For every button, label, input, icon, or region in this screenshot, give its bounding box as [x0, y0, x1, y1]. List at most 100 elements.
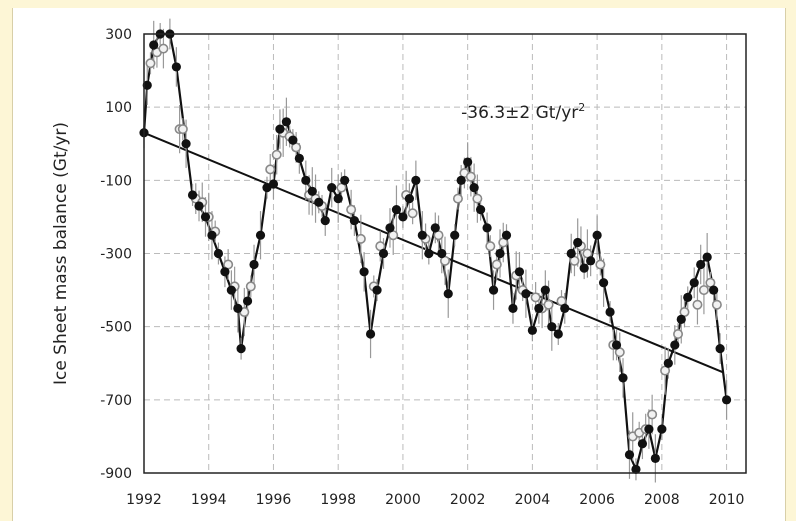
- data-point-filled: [676, 314, 686, 324]
- trend-annotation-main: -36.3±2 Gt/yr: [461, 103, 578, 123]
- data-point-filled: [683, 292, 693, 302]
- data-point-open: [407, 208, 418, 219]
- data-point-filled: [637, 439, 648, 449]
- data-point-filled: [200, 212, 211, 222]
- data-point-filled: [142, 80, 152, 90]
- x-tick-label: 2010: [709, 492, 745, 508]
- data-point-filled: [187, 190, 198, 200]
- data-point-filled: [605, 307, 615, 317]
- data-point-filled: [573, 237, 583, 248]
- data-point-filled: [226, 285, 236, 295]
- x-tick-labels: 1992 1994 1996 1998 2000 2002 2004 2006 2008 2010: [126, 492, 744, 508]
- data-point-filled: [456, 175, 466, 185]
- data-point-filled: [663, 358, 673, 368]
- y-tick-label: -500: [100, 320, 132, 336]
- y-tick-label: 300: [105, 27, 132, 43]
- data-point-filled: [255, 230, 266, 240]
- data-point-filled: [365, 329, 376, 339]
- data-point-filled: [404, 194, 414, 204]
- data-point-filled: [268, 179, 279, 189]
- data-point-filled: [598, 278, 609, 288]
- data-point-filled: [242, 296, 253, 306]
- data-point-filled: [437, 248, 447, 259]
- data-point-filled: [696, 259, 706, 270]
- data-point-filled: [579, 263, 589, 273]
- trend-line-group: [143, 131, 724, 374]
- data-point-open: [472, 193, 483, 204]
- data-point-filled: [213, 248, 224, 259]
- data-point-filled: [631, 464, 641, 474]
- data-point-filled: [359, 267, 369, 277]
- data-point-filled: [450, 230, 460, 240]
- trend-line: [143, 131, 724, 374]
- trend-annotation-exponent: 2: [578, 101, 585, 114]
- data-point-filled: [398, 212, 408, 222]
- data-point-filled: [307, 186, 317, 196]
- data-point-filled: [624, 450, 635, 460]
- data-point-open: [711, 299, 722, 310]
- data-point-filled: [301, 175, 311, 185]
- data-point-filled: [220, 267, 230, 277]
- grid-lines: [144, 34, 746, 473]
- data-point-filled: [618, 373, 628, 383]
- data-point-filled: [430, 223, 440, 233]
- y-axis-label: Ice Sheet mass balance (Gt/yr): [51, 122, 71, 385]
- data-point-open: [698, 285, 709, 296]
- data-point-filled: [378, 248, 389, 259]
- series-line: [142, 32, 728, 473]
- plot-border: [143, 33, 747, 474]
- data-point-filled: [194, 201, 204, 211]
- data-point-filled: [424, 248, 434, 259]
- y-tick-label: -700: [100, 393, 132, 409]
- data-point-open: [530, 292, 541, 303]
- data-point-filled: [488, 285, 499, 295]
- data-point-filled: [540, 285, 550, 295]
- data-point-filled: [689, 278, 699, 288]
- data-point-filled: [207, 230, 217, 240]
- data-point-open: [158, 43, 169, 54]
- data-point-filled: [149, 40, 159, 50]
- data-point-filled: [527, 325, 537, 335]
- data-point-filled: [294, 153, 304, 163]
- data-point-filled: [553, 329, 563, 339]
- data-point-open: [346, 204, 357, 215]
- data-point-filled: [501, 230, 512, 240]
- x-tick-label: 1992: [126, 492, 162, 508]
- x-tick-label: 2004: [515, 492, 551, 508]
- y-tick-label: -300: [100, 247, 132, 263]
- data-point-filled: [281, 117, 292, 127]
- data-point-filled: [514, 267, 525, 277]
- trend-annotation: -36.3±2 Gt/yr2: [461, 101, 585, 123]
- data-point-filled: [547, 322, 557, 332]
- data-point-filled: [249, 259, 259, 270]
- data-point-open: [145, 58, 156, 69]
- data-point-open: [245, 281, 256, 292]
- data-point-filled: [443, 289, 453, 299]
- data-point-filled: [275, 124, 285, 134]
- data-point-filled: [709, 285, 719, 295]
- data-point-filled: [411, 175, 421, 185]
- data-point-filled: [566, 248, 576, 259]
- x-tick-label: 1998: [320, 492, 356, 508]
- data-point-open: [491, 259, 502, 270]
- data-point-filled: [644, 424, 654, 434]
- series-layer: [139, 18, 732, 483]
- data-point-filled: [469, 183, 479, 193]
- data-point-filled: [534, 303, 544, 313]
- data-point-filled: [288, 135, 298, 145]
- y-tick-label: -100: [100, 173, 132, 189]
- x-tick-label: 2006: [579, 492, 615, 508]
- data-point-filled: [650, 453, 660, 463]
- data-point-open: [647, 409, 658, 420]
- x-tick-label: 2002: [450, 492, 486, 508]
- data-point-filled: [560, 303, 570, 313]
- data-point-open: [465, 171, 476, 182]
- data-point-filled: [385, 223, 395, 233]
- data-point-filled: [482, 223, 492, 233]
- data-point-filled: [476, 205, 486, 215]
- data-point-filled: [391, 205, 402, 215]
- data-point-filled: [495, 248, 505, 259]
- data-point-filled: [327, 183, 337, 193]
- x-tick-label: 2000: [385, 492, 421, 508]
